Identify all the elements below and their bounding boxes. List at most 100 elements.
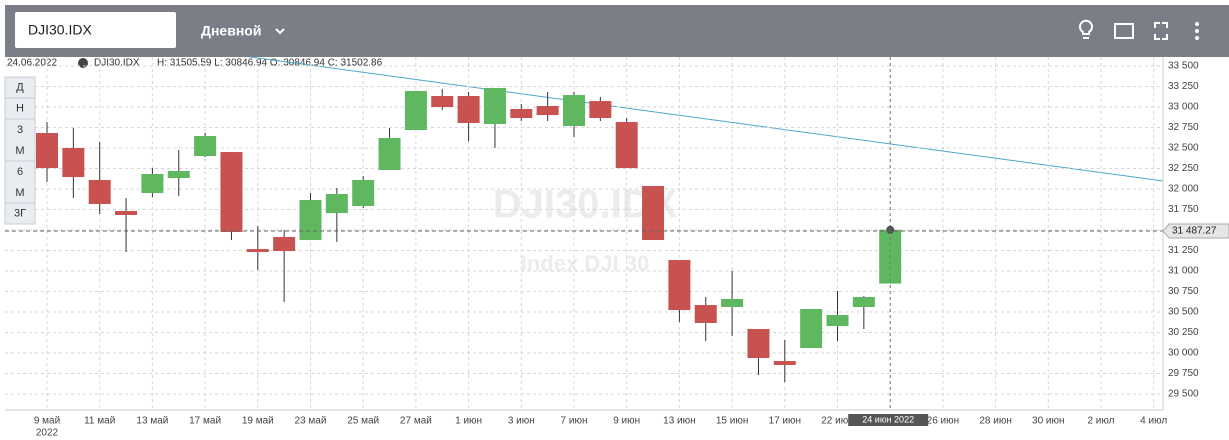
candle-body [483,87,506,124]
candle-body [62,148,85,178]
legend-date: 24.06.2022 [7,58,57,69]
x-tick-label: 27 май [400,416,432,427]
candle-body [88,179,111,205]
candle-body [404,91,427,130]
x-tick-label: 17 май [189,416,221,427]
candle-body [668,260,691,311]
x-tick-label: 30 июн [1032,416,1065,427]
toolbar-icons [1079,19,1168,40]
y-tick-label: 30 750 [1168,286,1199,297]
last-price-box [1162,223,1229,239]
range-button[interactable] [4,118,36,162]
legend-symbol: DJI30.IDX [94,58,140,69]
candle-body [721,298,744,308]
x-tick-label: 25 май [347,416,379,427]
x-tick-label: 4 июл [1140,416,1167,427]
y-tick-label: 33 250 [1168,81,1199,92]
candle-body [378,138,401,170]
symbol-input[interactable] [15,12,176,48]
candle-body [299,200,322,241]
y-tick-label: 30 500 [1168,307,1199,318]
x-tick-label: 7 июн [561,416,588,427]
x-tick-label: 19 май [242,416,274,427]
x-tick-label: 3 июн [508,416,535,427]
candle-body [273,236,296,252]
candle-body [36,133,58,169]
date-highlight [848,414,929,426]
candle-body [773,361,796,365]
candle-body [642,185,665,241]
y-tick-label: 30 000 [1168,348,1199,359]
x-tick-label: 2 июл [1087,416,1114,427]
symbol-text: DJI30.IDX [28,22,92,38]
range-button-label: Д [16,81,24,93]
y-tick-label: 32 250 [1168,163,1199,174]
y-tick-label: 32 750 [1168,122,1199,133]
x-tick-label: 1 июн [455,416,482,427]
y-tick-label: 32 000 [1168,184,1199,195]
x-tick-label-highlight: 24 июн 2022 [862,414,914,424]
y-tick-label: 29 500 [1168,389,1199,400]
candle-body [510,108,533,119]
candle-body [352,179,375,206]
x-tick-label: 11 май [84,416,115,427]
candle-body [325,194,348,214]
x-tick-label: 17 июн [769,416,802,427]
fullscreen-icon[interactable] [1154,22,1168,40]
candle-body [800,308,823,349]
y-tick-label: 32 500 [1168,143,1199,154]
range-buttons: ДН 3 М 6 М 3Г [4,76,36,225]
x-tick-label: 26 июн [927,416,960,427]
interval-dropdown[interactable]: Дневной [201,23,261,39]
x-tick-label: 9 июн [613,416,640,427]
y-tick-label: 30 250 [1168,327,1199,338]
y-tick-label: 33 000 [1168,102,1199,113]
year-label: 2022 [36,428,59,439]
x-tick-label: 13 июн [663,416,696,427]
y-tick-label: 31 250 [1168,245,1199,256]
candle-body [852,297,875,308]
candle-body [536,106,559,116]
x-tick-label: 9 май [34,416,60,427]
range-button[interactable] [4,160,36,204]
candle-body [747,328,770,359]
image-icon[interactable] [1114,23,1134,39]
legend-ohlc: H: 31505.59 L: 30846.94 O: 30846.94 C: 3… [157,58,383,69]
candle-body [194,136,217,157]
legend-dot [78,58,88,68]
range-button-label: 3Г [14,207,26,219]
x-tick-label: 13 май [136,416,168,427]
watermark-subtitle: Index DJI 30 [521,251,649,276]
candle-body [589,101,612,119]
trend-line [249,56,1164,182]
candle-body [563,95,585,127]
candle-body [826,315,849,327]
toolbar [5,5,1229,57]
candle-body [220,152,243,232]
y-tick-label: 31 750 [1168,204,1199,215]
candle-body [141,174,164,194]
menu-icon[interactable] [1195,22,1199,40]
candle-body [694,305,717,324]
idea-icon[interactable] [1079,19,1093,39]
candle-body [615,122,638,169]
y-tick-label: 31 000 [1168,266,1199,277]
candle-body [457,96,480,124]
x-tick-label: 15 июн [716,416,749,427]
dropdown-arrow [275,28,285,35]
x-tick-label: 22 июн [821,416,854,427]
x-tick-label: 28 июн [979,416,1012,427]
crosshair-dot [886,225,895,234]
candle-body [431,96,454,108]
range-button-label: Н [16,102,24,114]
last-price-label: 31 487.27 [1172,226,1217,237]
x-tick-label: 23 май [295,416,327,427]
range-button[interactable] [4,202,36,225]
candle-body [115,210,138,216]
candle-body [167,170,190,179]
y-tick-label: 33 500 [1168,61,1199,72]
